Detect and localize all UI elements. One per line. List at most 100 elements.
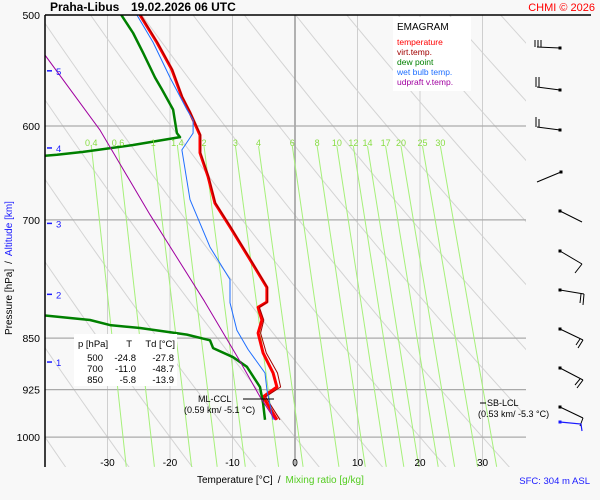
mixing-ratio-line	[90, 145, 127, 467]
mixing-ratio-label: 17	[381, 138, 391, 148]
y-tick-label: 1000	[17, 432, 41, 444]
wind-barb-icon	[558, 366, 584, 389]
mixing-ratio-line	[291, 145, 340, 467]
dry-adiabat	[294, 15, 526, 286]
barb-flag	[574, 378, 581, 386]
table-header: p [hPa]	[78, 339, 108, 350]
legend-title: EMAGRAM	[397, 22, 449, 33]
y-tick-label: 700	[22, 215, 40, 227]
wind-barb-icon	[558, 209, 583, 223]
mixing-ratio-line	[400, 145, 456, 467]
table-cell: 500	[87, 353, 103, 364]
barb-flag	[577, 339, 584, 349]
sb-lcl-label: SB-LCL	[487, 398, 519, 408]
legend-dew-point: dew point	[397, 57, 434, 67]
ml-ccl-label: ML-CCL	[198, 394, 232, 404]
station-name: Praha-Libus	[50, 0, 120, 14]
dry-adiabat	[580, 0, 600, 473]
x-tick-label: -30	[100, 458, 115, 469]
x-tick-label: -20	[163, 458, 178, 469]
mixing-ratio-line	[422, 145, 479, 467]
table-header: Td [°C]	[145, 339, 175, 350]
barb-dot	[558, 46, 562, 50]
y-tick-label: 600	[22, 121, 40, 133]
mixing-ratio-label: 1.4	[171, 138, 184, 148]
ml-ccl-detail: (0.59 km/ -5.1 °C)	[184, 405, 255, 415]
sb-lcl-detail: (0.53 km/ -5.3 °C)	[478, 409, 549, 419]
mixing-ratio-line	[152, 145, 193, 467]
mixing-ratio-label: 1	[151, 138, 156, 148]
barb-flag	[574, 263, 583, 274]
wind-barb-icon	[558, 327, 584, 349]
mixing-ratio-line	[336, 145, 387, 467]
series-dew-point-line	[45, 15, 267, 420]
table-cell: -24.8	[114, 353, 136, 364]
mixing-ratio-line	[366, 145, 420, 467]
altitude-tick-label: 3	[56, 219, 61, 230]
wind-barb-icon	[535, 117, 562, 132]
mixing-ratio-label: 25	[417, 138, 427, 148]
table-cell: -11.0	[115, 364, 136, 375]
dry-adiabat	[45, 22, 384, 467]
barb-staff	[536, 126, 561, 131]
dry-adiabat	[45, 178, 257, 467]
x-tick-label: 10	[352, 458, 364, 469]
dry-adiabat	[45, 346, 130, 467]
series-virt-temp-line	[140, 15, 282, 421]
barb-dot	[558, 209, 562, 213]
x-tick-label: 0	[292, 458, 298, 469]
mixing-ratio-label: 0.4	[85, 138, 98, 148]
mixing-ratio-line	[385, 145, 439, 467]
table-cell: -48.7	[152, 364, 174, 375]
barb-staff	[536, 46, 561, 49]
mixing-ratio-label: 2	[202, 138, 207, 148]
mixing-ratio-line	[203, 145, 246, 467]
barb-flag	[576, 379, 584, 389]
barb-staff	[559, 406, 584, 419]
table-cell: 850	[87, 375, 103, 386]
surface-wind-barb-icon	[558, 420, 583, 432]
mixing-ratio-label: 12	[348, 138, 358, 148]
barb-flag	[579, 293, 582, 304]
barb-staff	[536, 86, 561, 91]
barb-dot	[558, 88, 562, 92]
wind-barbs	[534, 40, 585, 432]
altitude-tick-label: 2	[56, 290, 61, 301]
mixing-ratio-label: 8	[315, 138, 320, 148]
mixing-ratio-line	[176, 145, 218, 467]
barb-dot	[558, 366, 562, 370]
altitude-tick-label: 5	[56, 67, 61, 78]
y-tick-label: 500	[22, 10, 40, 22]
barb-dot	[558, 249, 562, 253]
barb-flag	[582, 293, 585, 306]
table-cell: 700	[87, 364, 103, 375]
mixing-ratio-line	[316, 145, 366, 467]
table-cell: -27.8	[152, 353, 174, 364]
y-tick-label: 850	[22, 333, 40, 345]
wind-barb-icon	[534, 40, 562, 50]
barb-dot	[558, 405, 562, 409]
x-tick-label: 30	[477, 458, 489, 469]
legend-temperature: temperature	[397, 37, 443, 47]
mixing-ratio-line	[117, 145, 155, 467]
dry-adiabat	[192, 15, 526, 418]
x-tick-label: -10	[225, 458, 240, 469]
mixing-ratio-label: 3	[233, 138, 238, 148]
barb-dot	[558, 420, 562, 424]
barb-staff	[559, 289, 585, 295]
altitude-tick-label: 1	[56, 358, 61, 369]
barb-dot	[558, 288, 562, 292]
series-wet-bulb-temp-line	[136, 15, 274, 420]
dry-adiabat	[397, 15, 526, 162]
legend-updraft: udpraft v.temp.	[397, 77, 453, 87]
legend-wet-bulb: wet bulb temp.	[396, 67, 452, 77]
barb-staff	[559, 210, 583, 223]
mixing-ratio-label: 14	[362, 138, 372, 148]
wind-barb-icon	[536, 170, 563, 183]
dry-adiabat	[243, 15, 526, 351]
mixing-ratio-label: 0.6	[112, 138, 125, 148]
y-axis-title: Pressure [hPa]/Altitude [km]	[4, 201, 15, 335]
dry-adiabat	[89, 15, 447, 467]
table-box	[74, 334, 177, 386]
